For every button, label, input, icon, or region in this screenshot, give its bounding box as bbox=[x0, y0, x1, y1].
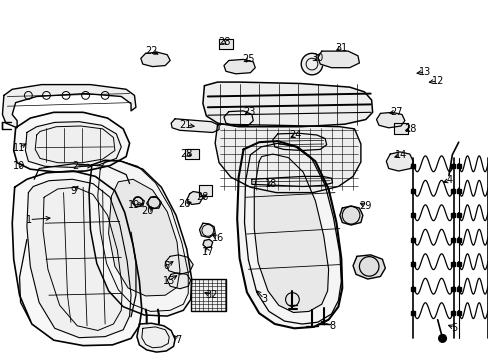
Text: 3: 3 bbox=[261, 294, 266, 304]
Polygon shape bbox=[339, 206, 362, 225]
Text: 1: 1 bbox=[26, 215, 32, 225]
Polygon shape bbox=[27, 179, 131, 338]
Text: 23: 23 bbox=[243, 107, 255, 117]
Polygon shape bbox=[186, 192, 203, 204]
Text: 30: 30 bbox=[311, 53, 324, 63]
Text: 31: 31 bbox=[334, 42, 347, 53]
Text: 20: 20 bbox=[141, 206, 154, 216]
Polygon shape bbox=[224, 111, 253, 126]
Circle shape bbox=[301, 53, 322, 75]
Polygon shape bbox=[317, 51, 359, 68]
Polygon shape bbox=[199, 223, 215, 238]
Text: 17: 17 bbox=[201, 247, 214, 257]
Text: 8: 8 bbox=[329, 321, 335, 331]
Text: 24: 24 bbox=[289, 130, 302, 140]
Text: 19: 19 bbox=[128, 200, 141, 210]
Circle shape bbox=[438, 334, 446, 342]
Text: 16: 16 bbox=[211, 233, 224, 243]
Text: 14: 14 bbox=[394, 150, 407, 160]
Text: 6: 6 bbox=[163, 261, 169, 271]
Text: 11: 11 bbox=[12, 143, 25, 153]
Polygon shape bbox=[224, 59, 255, 74]
Polygon shape bbox=[167, 273, 190, 289]
Text: 18: 18 bbox=[264, 179, 277, 189]
Text: 25: 25 bbox=[242, 54, 254, 64]
Polygon shape bbox=[132, 197, 144, 207]
Text: 9: 9 bbox=[70, 186, 76, 196]
Polygon shape bbox=[171, 119, 219, 132]
Polygon shape bbox=[376, 112, 404, 128]
Polygon shape bbox=[141, 52, 170, 67]
Text: 10: 10 bbox=[12, 161, 25, 171]
Text: 32: 32 bbox=[204, 290, 217, 300]
Text: 29: 29 bbox=[359, 201, 371, 211]
Text: 15: 15 bbox=[162, 276, 175, 286]
Text: 26: 26 bbox=[178, 199, 191, 210]
Polygon shape bbox=[393, 123, 407, 134]
Polygon shape bbox=[137, 323, 175, 352]
Polygon shape bbox=[25, 122, 121, 167]
Text: 12: 12 bbox=[430, 76, 443, 86]
Text: 28: 28 bbox=[217, 37, 230, 48]
Polygon shape bbox=[198, 185, 212, 196]
Polygon shape bbox=[386, 152, 412, 171]
Polygon shape bbox=[203, 239, 212, 248]
Text: 28: 28 bbox=[180, 149, 193, 159]
Polygon shape bbox=[14, 112, 129, 172]
Polygon shape bbox=[215, 124, 360, 193]
Polygon shape bbox=[219, 39, 232, 49]
Polygon shape bbox=[352, 255, 385, 279]
Polygon shape bbox=[203, 82, 372, 127]
Text: 28: 28 bbox=[196, 192, 209, 202]
Text: 7: 7 bbox=[175, 335, 181, 345]
Text: 28: 28 bbox=[404, 124, 416, 134]
Polygon shape bbox=[12, 171, 142, 346]
Polygon shape bbox=[254, 154, 328, 312]
Text: 4: 4 bbox=[446, 175, 452, 185]
Text: 13: 13 bbox=[418, 67, 431, 77]
Polygon shape bbox=[184, 149, 198, 159]
Polygon shape bbox=[272, 133, 326, 150]
Text: 21: 21 bbox=[179, 120, 192, 130]
Polygon shape bbox=[89, 160, 191, 316]
Polygon shape bbox=[165, 255, 193, 274]
Polygon shape bbox=[251, 176, 332, 186]
Polygon shape bbox=[2, 85, 136, 128]
Text: 27: 27 bbox=[389, 107, 402, 117]
Text: 5: 5 bbox=[451, 323, 457, 333]
Polygon shape bbox=[146, 197, 161, 209]
Polygon shape bbox=[108, 179, 180, 296]
Bar bbox=[190, 279, 225, 311]
Text: 2: 2 bbox=[73, 161, 79, 171]
Text: 22: 22 bbox=[145, 46, 158, 56]
Polygon shape bbox=[237, 141, 342, 328]
